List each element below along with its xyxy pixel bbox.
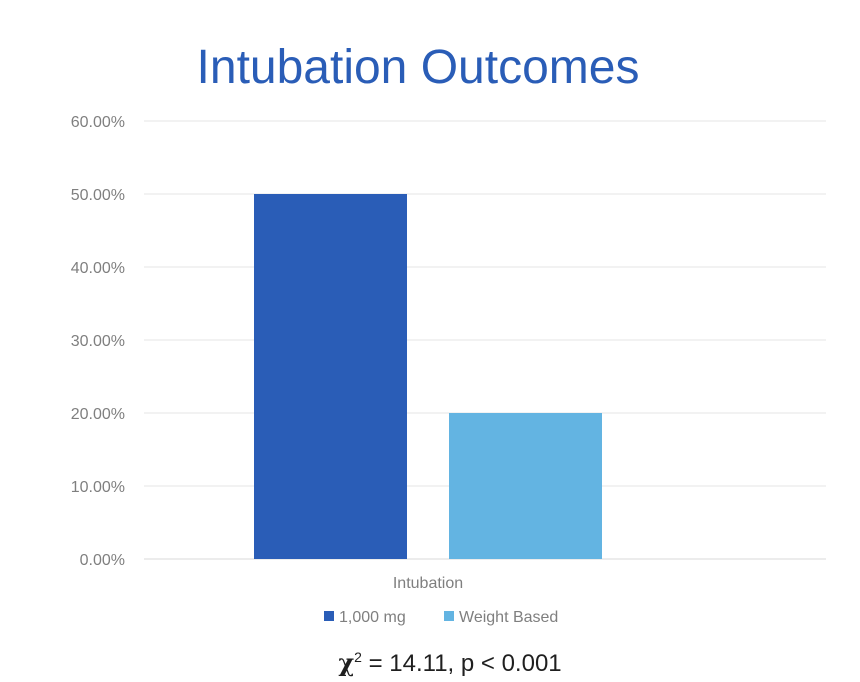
y-tick-label: 10.00% [71,479,125,496]
legend-swatch [444,611,454,621]
y-tick-label: 60.00% [71,114,125,131]
chart-title: Intubation Outcomes [196,41,640,94]
chi-symbol: χ [338,648,355,677]
y-axis-ticks: 0.00% 10.00% 20.00% 30.00% 40.00% 50.00% 60.00… [71,114,125,569]
x-axis-categories: Intubation [393,575,463,592]
legend-swatch [324,611,334,621]
y-tick-label: 20.00% [71,406,125,423]
legend-label: Weight Based [459,609,558,626]
legend: 1,000 mg Weight Based [324,609,558,626]
y-tick-label: 30.00% [71,333,125,350]
chi-superscript: 2 [354,649,362,665]
bar-1-000-mg [254,194,407,559]
y-tick-label: 0.00% [80,552,125,569]
x-category-label: Intubation [393,575,463,592]
y-tick-label: 40.00% [71,260,125,277]
chi-square-text: = 14.11, p < 0.001 [361,650,562,677]
chi-square-result: χ2 = 14.11, p < 0.001 [0,648,860,678]
y-tick-label: 50.00% [71,187,125,204]
bar-weight-based [449,413,602,559]
legend-label: 1,000 mg [339,609,406,626]
bar-chart: 0.00% 10.00% 20.00% 30.00% 40.00% 50.00% 60.00… [71,114,826,626]
bars [254,194,602,559]
